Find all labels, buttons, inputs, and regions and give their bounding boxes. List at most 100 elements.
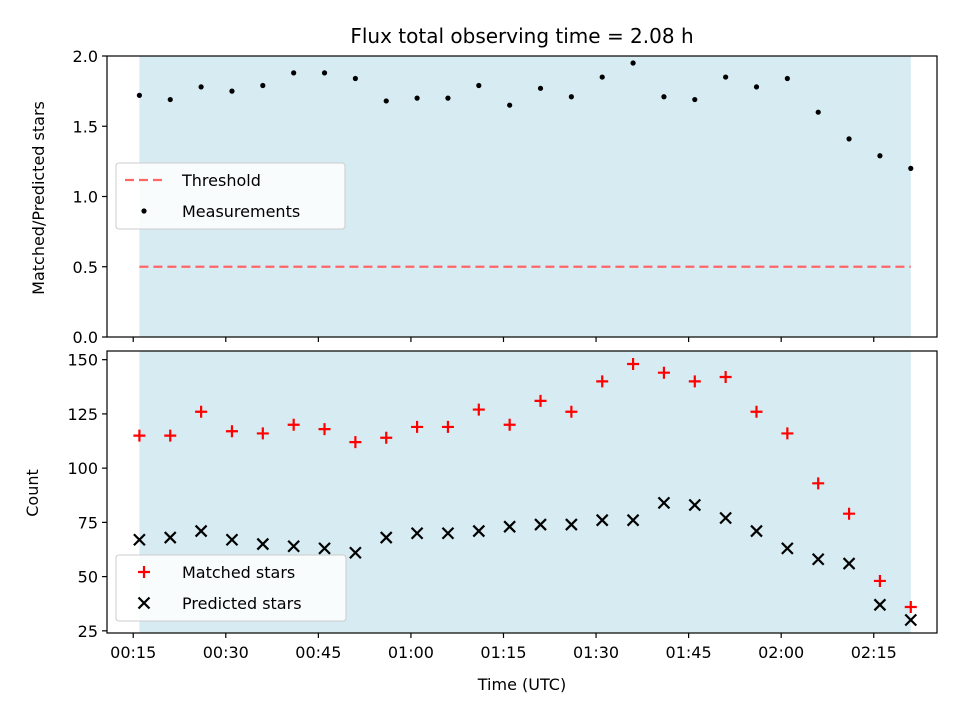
- bottom-y-tick-label: 50: [78, 568, 98, 587]
- x-tick-label: 02:15: [851, 643, 897, 662]
- bottom-series-1-point: [256, 537, 270, 551]
- bottom-series-0-point: [904, 600, 917, 613]
- bottom-series-1-point: [750, 524, 763, 538]
- bottom-series-0-point: [472, 403, 485, 416]
- top-series-1-point: [445, 95, 451, 101]
- x-tick-label: 00:15: [110, 643, 156, 662]
- bottom-legend-swatch: [137, 596, 151, 610]
- top-legend-label: Measurements: [182, 202, 300, 221]
- top-series-1-point: [507, 102, 513, 108]
- bottom-series-0-point: [873, 574, 886, 587]
- top-series-1-point: [352, 75, 358, 82]
- bottom-series-0-point: [719, 371, 732, 384]
- bottom-series-0-point: [164, 429, 177, 442]
- bottom-series-0-point: [287, 418, 300, 431]
- bottom-y-axis-label: Count: [23, 469, 42, 517]
- bottom-series-1-point: [287, 539, 300, 553]
- bottom-series-1-point: [410, 526, 424, 540]
- bottom-series-1-point: [873, 598, 887, 612]
- bottom-legend-label: Predicted stars: [182, 594, 302, 613]
- bottom-y-tick-label: 25: [78, 622, 98, 641]
- bottom-y-tick-label: 150: [67, 351, 98, 370]
- bottom-series-0-point: [503, 418, 516, 431]
- bottom-series-0-point: [349, 436, 362, 449]
- top-y-tick-label: 1.0: [73, 188, 98, 207]
- top-panel: 0.0 0.5 1.0 1.5 2.0 Threshold Measurements: [73, 47, 938, 347]
- bottom-series-0-point: [781, 427, 794, 440]
- bottom-series-0-point: [380, 431, 393, 444]
- x-tick-label: 01:30: [573, 643, 619, 662]
- top-y-tick-label: 0.5: [73, 258, 98, 277]
- bottom-series-0-point: [843, 507, 856, 520]
- top-series-1-point: [414, 95, 420, 101]
- bottom-series-0-point: [750, 405, 763, 418]
- chart-title: Flux total observing time = 2.08 h: [350, 24, 693, 48]
- bottom-legend: Matched stars Predicted stars: [115, 554, 347, 622]
- bottom-series-0-point: [596, 375, 609, 388]
- top-series-1-point: [630, 60, 636, 66]
- bottom-series-1-point: [811, 552, 825, 566]
- top-series-1-point: [599, 74, 605, 80]
- bottom-series-1-point: [904, 613, 918, 627]
- top-legend-box: [115, 162, 346, 230]
- top-series-1-point: [476, 82, 482, 89]
- bottom-series-0-point: [195, 405, 208, 418]
- x-tick-label: 01:00: [388, 643, 434, 662]
- bottom-series-1-point: [349, 546, 362, 560]
- top-y-tick-label: 2.0: [73, 47, 98, 66]
- top-series-1-point: [723, 74, 729, 80]
- top-y-axis-label: Matched/Predicted stars: [29, 101, 48, 295]
- bottom-series-1-point: [595, 513, 609, 527]
- x-tick-label: 01:15: [480, 643, 526, 662]
- bottom-y-tick-label: 75: [78, 513, 98, 532]
- top-series-1-point: [136, 92, 142, 98]
- top-series-1-point: [815, 109, 821, 115]
- top-series-1-point: [229, 88, 235, 94]
- x-tick-label: 02:00: [758, 643, 804, 662]
- top-series-1-point: [908, 165, 914, 171]
- top-legend-label: Threshold: [181, 171, 261, 190]
- bottom-series-0-point: [534, 394, 547, 407]
- bottom-series-0-point: [441, 420, 454, 433]
- x-tick-label: 00:45: [295, 643, 341, 662]
- bottom-legend-box: [115, 554, 347, 622]
- bottom-series-1-point: [441, 526, 455, 540]
- x-tick-label: 01:45: [666, 643, 712, 662]
- bottom-y-tick-label: 100: [67, 459, 98, 478]
- top-series-1-point: [383, 98, 389, 104]
- bottom-series-1-point: [688, 498, 702, 512]
- top-series-1-point: [692, 96, 698, 103]
- top-series-1-point: [291, 70, 297, 76]
- bottom-series-0-point: [225, 425, 238, 438]
- bottom-series-0-point: [657, 366, 670, 379]
- bottom-series-1-point: [163, 531, 177, 544]
- bottom-panel: 25 50 75 100 125 150 00:15 00:30 00:45 01:00 01:15…: [67, 350, 938, 662]
- bottom-series-1-point: [194, 524, 208, 538]
- bottom-series-1-point: [842, 557, 856, 570]
- bottom-series-0-point: [627, 358, 640, 371]
- top-series-1-point: [260, 82, 266, 89]
- bottom-series-1-point: [565, 518, 578, 531]
- bottom-y-tick-label: 125: [67, 405, 98, 424]
- x-axis-label: Time (UTC): [477, 675, 566, 694]
- bottom-series-1-point: [781, 542, 794, 555]
- bottom-series-1-point: [534, 518, 547, 531]
- bottom-series-0-point: [256, 427, 269, 440]
- bottom-series-1-point: [225, 533, 239, 547]
- bottom-series-1-point: [657, 496, 671, 510]
- bottom-series-0-point: [411, 420, 424, 433]
- bottom-series-0-point: [688, 375, 701, 388]
- bottom-series-0-point: [133, 429, 146, 442]
- bottom-series-0-point: [565, 405, 578, 418]
- top-series-1-point: [167, 96, 173, 103]
- top-y-tick-label: 0.0: [73, 328, 98, 347]
- bottom-legend-label: Matched stars: [182, 563, 295, 582]
- top-series-1-point: [877, 153, 883, 159]
- bottom-series-1-point: [503, 520, 516, 533]
- bottom-series-0-point: [318, 423, 331, 436]
- bottom-axes-frame: [106, 350, 938, 634]
- top-legend-swatch: [141, 208, 147, 214]
- top-series-1-point: [661, 94, 667, 100]
- x-tick-label: 00:30: [203, 643, 249, 662]
